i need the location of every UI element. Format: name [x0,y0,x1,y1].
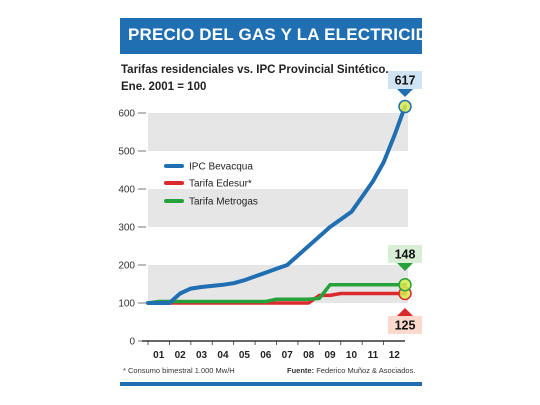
legend-label: Tarifa Metrogas [189,197,258,208]
bottom-rule [120,382,422,386]
x-tick-label: 02 [175,350,187,361]
source-text: Federico Muñoz & Asociados. [316,366,416,375]
callout-ipc-label: 617 [395,74,416,88]
y-tick-label: 300 [118,223,135,234]
series-line-tarifa-metrogas [146,283,407,305]
x-tick-label: 07 [282,350,294,361]
callout-ipc-arrow [397,89,413,97]
x-tick-label: 11 [368,350,379,361]
legend-label: Tarifa Edesur* [189,179,252,190]
y-tick-label: 500 [118,147,135,158]
x-tick-label: 08 [303,350,315,361]
callout-ipc-box [388,71,422,89]
callout-edesur-arrow [397,308,413,316]
series-line-ipc-bevacqua [146,104,407,305]
callout-edesur-box [388,316,422,334]
footnote: * Consumo bimestral 1.000 Mw/H [123,366,235,375]
callout-metrogas-box [388,245,422,263]
chart-subtitle: Tarifas residenciales vs. IPC Provincial… [121,64,389,76]
x-tick-label: 01 [153,350,165,361]
x-tick-label: 06 [260,350,272,361]
callout-metrogas-label: 148 [395,248,416,262]
x-tick-label: 12 [389,350,401,361]
end-point-marker [398,99,412,114]
title-bar: PRECIO DEL GAS Y LA ELECTRICIDAD [120,18,453,54]
y-tick-label: 400 [118,185,135,196]
x-tick-label: 03 [196,350,208,361]
x-tick-label: 04 [217,350,229,361]
y-tick-label: 0 [129,337,135,348]
source-label: Fuente: [287,366,315,375]
legend-label: IPC Bevacqua [189,162,253,173]
chart-base-note: Ene. 2001 = 100 [121,81,207,93]
end-point-marker [398,278,412,292]
callout-metrogas-arrow [397,263,413,271]
y-tick-label: 600 [118,109,135,120]
grid-band [148,189,408,227]
chart-title: PRECIO DEL GAS Y LA ELECTRICIDAD [128,25,454,44]
x-tick-label: 05 [239,350,251,361]
y-tick-label: 100 [118,299,135,310]
x-tick-label: 09 [324,350,336,361]
grid-band [148,113,408,151]
x-tick-label: 10 [346,350,358,361]
callout-edesur-label: 125 [395,319,416,333]
source-note: Fuente: Federico Muñoz & Asociados. [287,366,415,375]
y-tick-label: 200 [118,261,135,272]
